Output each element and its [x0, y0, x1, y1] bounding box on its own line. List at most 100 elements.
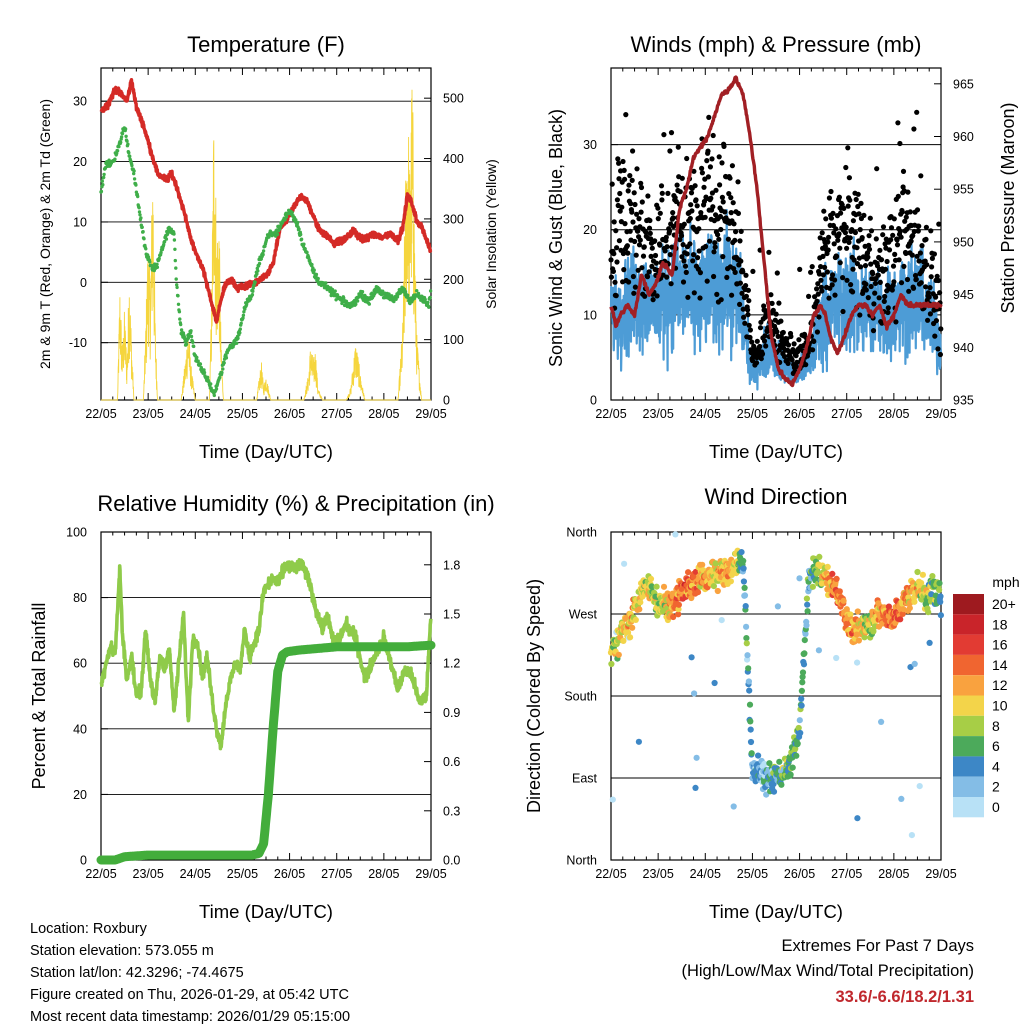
- gust-point: [722, 209, 728, 215]
- gust-point: [927, 285, 933, 291]
- y-tick-label: South: [564, 690, 597, 704]
- dewpoint-point: [127, 151, 131, 155]
- y2-tick-label: 935: [953, 394, 974, 408]
- direction-point: [908, 832, 916, 839]
- direction-point: [789, 764, 796, 771]
- direction-point: [914, 568, 921, 576]
- direction-point: [854, 659, 861, 666]
- gust-point: [690, 252, 697, 258]
- direction-point: [738, 549, 745, 556]
- dewpoint-point: [241, 313, 246, 317]
- gust-point: [872, 280, 879, 286]
- gust-point: [663, 234, 669, 240]
- gust-point: [685, 294, 691, 300]
- dewpoint-point: [253, 280, 257, 284]
- legend-label: 8: [992, 718, 1000, 734]
- direction-point: [847, 611, 854, 618]
- direction-point: [937, 593, 944, 600]
- gust-point: [900, 168, 907, 174]
- precipitation-line: [96, 640, 436, 865]
- gust-point: [635, 228, 641, 234]
- gust-point: [923, 236, 929, 242]
- gust-point: [830, 210, 836, 216]
- gust-point: [678, 233, 685, 239]
- dewpoint-point: [101, 183, 105, 187]
- y-tick-label: 40: [73, 722, 87, 736]
- gust-point: [826, 234, 832, 240]
- gust-point: [683, 269, 689, 275]
- dewpoint-point: [189, 334, 194, 339]
- y-axis-label: Sonic Wind & Gust (Blue, Black): [546, 109, 566, 367]
- gust-point: [812, 294, 818, 300]
- gust-point: [668, 281, 674, 287]
- direction-point: [714, 587, 721, 595]
- gust-point: [826, 295, 832, 301]
- gust-point: [677, 237, 683, 243]
- gust-point: [841, 205, 847, 211]
- gust-point: [641, 244, 647, 250]
- gust-point: [876, 295, 882, 301]
- direction-point: [672, 531, 679, 538]
- gust-point: [843, 224, 849, 230]
- direction-point: [740, 565, 747, 572]
- gust-point: [667, 252, 673, 258]
- gust-point: [720, 199, 726, 205]
- gust-point: [749, 358, 756, 364]
- legend-label: 4: [992, 758, 1000, 774]
- dewpoint-point: [212, 393, 216, 398]
- direction-point: [878, 718, 885, 726]
- gust-point: [863, 287, 869, 293]
- x-tick-label: 26/05: [274, 867, 305, 881]
- gust-point: [672, 195, 678, 201]
- gust-point: [861, 212, 867, 218]
- dewpoint-point: [128, 154, 132, 158]
- gust-point: [803, 362, 809, 368]
- gust-point: [889, 287, 895, 293]
- direction-point: [836, 588, 843, 595]
- y-tick-label: 80: [73, 591, 87, 605]
- gust-point: [711, 249, 717, 255]
- direction-point: [799, 673, 806, 681]
- gust-point: [897, 140, 903, 147]
- gust-point: [785, 342, 792, 348]
- gust-point: [637, 237, 643, 243]
- gust-point: [820, 272, 827, 278]
- gust-point: [658, 183, 665, 189]
- dewpoint-point: [164, 237, 169, 241]
- dewpoint-point: [324, 281, 328, 285]
- gust-point: [625, 188, 631, 194]
- direction-point: [635, 738, 643, 745]
- direction-point: [798, 702, 805, 709]
- gust-point: [857, 312, 863, 318]
- gust-point: [696, 226, 702, 232]
- gust-point: [624, 243, 631, 249]
- dewpoint-point: [428, 289, 433, 293]
- dewpoint-point: [333, 289, 337, 293]
- gust-point: [715, 232, 721, 238]
- gust-point: [704, 278, 710, 284]
- legend-label: 14: [992, 657, 1008, 673]
- dewpoint-point: [224, 356, 229, 360]
- y-axis-label: Percent & Total Rainfall: [29, 603, 49, 790]
- gust-point: [691, 168, 697, 174]
- gust-point: [702, 214, 708, 220]
- gust-point: [720, 254, 726, 260]
- direction-point: [648, 583, 655, 590]
- gust-point: [667, 148, 673, 154]
- direction-point: [743, 635, 750, 642]
- gust-point: [855, 191, 861, 197]
- gust-point: [647, 230, 653, 236]
- dewpoint-point: [137, 210, 142, 214]
- direction-point: [926, 639, 933, 647]
- dewpoint-point: [159, 250, 163, 255]
- gust-point: [642, 293, 648, 299]
- gust-point: [858, 264, 864, 270]
- gust-point: [873, 236, 879, 242]
- legend-label: 6: [992, 738, 1000, 754]
- gust-point: [615, 156, 621, 162]
- gust-point: [882, 293, 888, 300]
- x-tick-label: 24/05: [180, 867, 211, 881]
- gust-point: [856, 255, 863, 261]
- gust-point: [831, 241, 837, 247]
- gust-point: [823, 216, 829, 222]
